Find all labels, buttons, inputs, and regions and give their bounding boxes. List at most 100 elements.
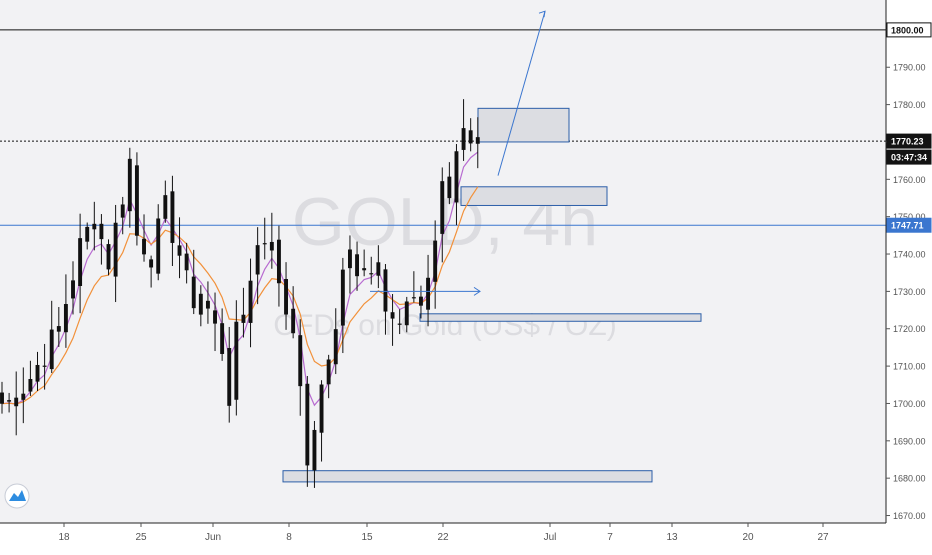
candle-body [376, 262, 381, 276]
up-arrow-line [497, 11, 546, 176]
price-tick-label: 1680.00 [893, 474, 926, 484]
candle-body [440, 181, 445, 234]
price-tick-label: 1760.00 [893, 175, 926, 185]
candle-body [63, 304, 68, 333]
time-tick-label: 15 [361, 532, 373, 543]
time-tick-label: 8 [286, 532, 292, 543]
candle-body [333, 329, 338, 365]
candle-body [92, 223, 97, 230]
arrows-layer[interactable] [370, 10, 546, 296]
candle-body [156, 218, 161, 274]
price-badge [886, 149, 932, 165]
candle-body [298, 335, 303, 387]
candle-body [205, 300, 210, 309]
candle-body [383, 269, 388, 312]
candle-body [255, 245, 260, 275]
candle-body [340, 269, 345, 326]
candle-body [284, 279, 288, 315]
candle-body [291, 308, 296, 334]
candle-body [184, 253, 189, 271]
candle-body [276, 239, 281, 284]
candle-body [99, 223, 104, 240]
candle-body [347, 249, 352, 269]
price-tick-label: 1670.00 [893, 511, 926, 521]
candle-body [426, 277, 431, 310]
price-tick-label: 1700.00 [893, 399, 926, 409]
candle-body [213, 310, 217, 324]
candle-body [142, 238, 146, 255]
ema-slow-line [1, 186, 479, 405]
candle-body [71, 280, 75, 299]
candle-body [85, 226, 90, 242]
candle-body [0, 392, 4, 404]
candles-layer[interactable] [0, 99, 480, 488]
price-badge [886, 217, 932, 233]
tradingview-logo-icon[interactable] [4, 483, 30, 509]
price-badge-label: 1800.00 [891, 25, 924, 35]
candle-body [113, 222, 118, 277]
candle-body [305, 383, 310, 466]
price-tick-label: 1740.00 [893, 250, 926, 260]
price-tick-label: 1720.00 [893, 324, 926, 334]
candle-body [227, 348, 232, 406]
candle-body [419, 296, 423, 306]
candle-body [355, 254, 360, 277]
zone-box [419, 313, 702, 322]
candle-body [454, 151, 459, 203]
candle-body [42, 365, 47, 367]
candle-body [106, 244, 111, 270]
candle-body [35, 364, 40, 382]
candle-body [475, 137, 480, 144]
time-tick-label: 18 [58, 532, 70, 543]
time-tick-label: 22 [437, 532, 449, 543]
price-badge-label: 1770.23 [891, 137, 924, 147]
price-badge [886, 133, 932, 149]
time-tick-label: 7 [607, 532, 613, 543]
candle-body [21, 393, 26, 400]
time-tick-label: 27 [817, 532, 829, 543]
candle-body [468, 130, 473, 144]
candle-body [198, 293, 203, 315]
zone-box [477, 107, 570, 143]
time-tick-label: Jun [205, 532, 221, 543]
candle-body [234, 321, 239, 400]
price-badge [886, 22, 932, 38]
candle-body [241, 314, 246, 323]
candle-body [149, 259, 154, 268]
candle-body [134, 165, 139, 236]
candle-body [404, 301, 409, 326]
candle-body [269, 241, 274, 251]
time-tick-label: Jul [544, 532, 557, 543]
price-tick-label: 1750.00 [893, 212, 926, 222]
candle-body [411, 297, 416, 299]
candle-body [433, 240, 438, 282]
time-axis-bg[interactable] [0, 523, 932, 550]
zone-box [282, 470, 653, 483]
time-axis[interactable]: 18 25 Jun 8 15 22 Jul 7 13 20 27 [58, 523, 829, 543]
price-axis-bg[interactable] [886, 0, 932, 523]
candle-body [163, 195, 168, 219]
candle-body [461, 128, 466, 150]
candle-body [319, 384, 324, 433]
price-tick-label: 1730.00 [893, 287, 926, 297]
time-tick-label: 20 [742, 532, 754, 543]
candle-body [14, 397, 19, 407]
candle-body [262, 243, 267, 245]
price-badge-label: 1747.71 [891, 221, 924, 231]
price-tick-label: 1710.00 [893, 362, 926, 372]
candle-body [191, 276, 196, 309]
candle-body [220, 323, 225, 354]
candle-body [312, 429, 317, 471]
candle-body [170, 191, 175, 243]
candle-body [326, 359, 331, 385]
price-tick-label: 1790.00 [893, 63, 926, 73]
price-tick-label: 1690.00 [893, 436, 926, 446]
candle-body [56, 326, 61, 332]
time-tick-label: 13 [666, 532, 678, 543]
candle-body [177, 245, 182, 256]
candle-body [7, 400, 12, 402]
candle-body [390, 312, 395, 319]
